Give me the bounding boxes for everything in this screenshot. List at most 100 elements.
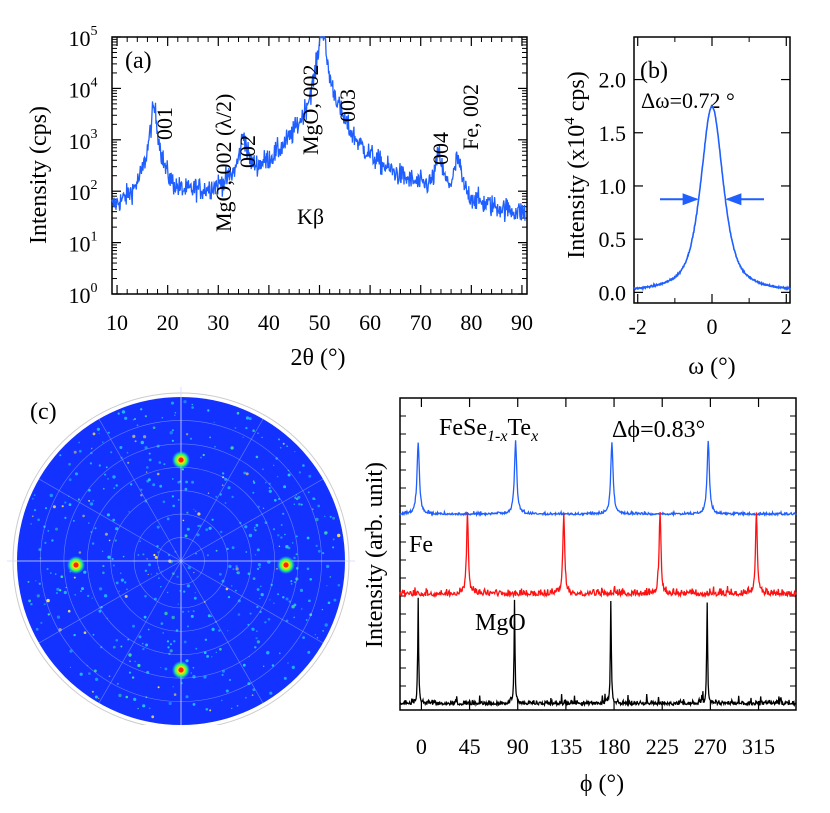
- polar-speckle: [279, 446, 282, 449]
- polar-speckle: [243, 471, 247, 475]
- polar-speckle: [64, 516, 67, 519]
- peak-annotation: Fe, 002: [458, 84, 483, 150]
- polar-speckle: [265, 481, 267, 484]
- polar-speckle: [31, 515, 34, 518]
- polar-speckle: [283, 485, 287, 489]
- polar-speckle: [153, 553, 156, 557]
- polar-speckle: [225, 689, 229, 693]
- polar-speckle: [172, 478, 174, 480]
- polar-speckle: [245, 696, 247, 699]
- polar-speckle: [322, 630, 324, 632]
- polar-speckle: [162, 632, 164, 634]
- polar-speckle: [169, 431, 173, 435]
- polar-speckle: [252, 491, 255, 494]
- polar-speckle: [269, 691, 273, 695]
- polar-speckle: [298, 502, 301, 506]
- polar-speckle: [132, 434, 136, 438]
- polar-speckle: [147, 628, 150, 631]
- polar-speckle: [317, 504, 321, 508]
- polar-speckle: [259, 597, 261, 600]
- polar-speckle: [111, 557, 114, 561]
- polar-speckle: [294, 451, 296, 453]
- polar-pole-spot-core: [73, 562, 79, 568]
- polar-speckle: [63, 590, 67, 595]
- polar-speckle: [256, 548, 260, 552]
- polar-speckle: [87, 594, 90, 598]
- polar-speckle: [209, 436, 212, 439]
- polar-speckle: [247, 623, 250, 626]
- polar-speckle: [218, 629, 221, 632]
- peak-annotation: MgO, 002: [298, 65, 323, 155]
- polar-speckle: [182, 519, 185, 522]
- polar-speckle: [259, 566, 261, 569]
- polar-speckle: [81, 587, 84, 591]
- y-tick-label: 1.5: [599, 121, 627, 146]
- polar-speckle: [101, 550, 104, 552]
- polar-speckle: [224, 477, 228, 481]
- polar-speckle: [236, 411, 240, 415]
- polar-speckle: [128, 671, 132, 674]
- polar-speckle: [256, 605, 259, 609]
- polar-speckle: [302, 636, 305, 639]
- polar-speckle: [231, 495, 234, 499]
- polar-speckle: [267, 618, 271, 621]
- polar-speckle: [291, 605, 295, 609]
- polar-speckle: [237, 613, 241, 616]
- polar-speckle: [274, 499, 277, 502]
- polar-speckle: [64, 501, 67, 504]
- polar-speckle: [146, 466, 149, 469]
- phi-scan-chart: Intensity (arb. unit) ϕ (°) Δϕ=0.83° FeS…: [362, 397, 797, 797]
- polar-speckle: [193, 571, 195, 574]
- polar-speckle: [220, 530, 223, 534]
- polar-speckle: [140, 494, 143, 497]
- polar-speckle: [128, 511, 130, 513]
- polar-speckle: [277, 534, 280, 537]
- polar-speckle: [280, 524, 283, 526]
- polar-speckle: [171, 429, 174, 432]
- polar-speckle: [136, 424, 139, 427]
- polar-speckle: [142, 704, 146, 708]
- polar-speckle: [183, 640, 187, 644]
- polar-speckle: [161, 416, 164, 419]
- polar-speckle: [88, 672, 91, 675]
- x-tick-label: 30: [207, 310, 229, 335]
- polar-speckle: [214, 445, 216, 448]
- polar-speckle: [307, 491, 310, 494]
- polar-speckle: [276, 475, 279, 478]
- polar-speckle: [145, 471, 148, 473]
- x-tick-label: 40: [258, 310, 280, 335]
- polar-speckle: [68, 462, 71, 466]
- polar-speckle: [230, 585, 233, 587]
- polar-speckle: [127, 638, 130, 641]
- polar-speckle: [183, 590, 186, 593]
- polar-speckle: [184, 487, 188, 491]
- polar-speckle: [264, 621, 267, 624]
- polar-speckle: [108, 539, 111, 542]
- polar-speckle: [138, 635, 142, 639]
- polar-speckle: [184, 534, 188, 538]
- polar-speckle: [179, 590, 181, 592]
- polar-speckle: [257, 432, 259, 434]
- peak-annotation: MgO, 002 (λ/2): [211, 94, 236, 232]
- polar-speckle: [120, 578, 124, 582]
- polar-speckle: [278, 497, 281, 501]
- polar-speckle: [56, 587, 60, 591]
- polar-speckle: [193, 508, 195, 511]
- polar-speckle: [245, 551, 248, 553]
- polar-speckle: [134, 440, 137, 443]
- polar-speckle: [78, 441, 80, 444]
- polar-speckle: [206, 655, 210, 658]
- phi-frame: [399, 397, 797, 711]
- polar-speckle: [78, 449, 82, 453]
- polar-speckle: [211, 518, 214, 521]
- polar-speckle: [256, 567, 260, 571]
- polar-speckle: [151, 715, 155, 719]
- y-tick-label: 101: [69, 230, 98, 257]
- polar-speckle: [106, 513, 110, 517]
- polar-speckle: [115, 639, 119, 642]
- polar-speckle: [112, 518, 116, 522]
- polar-speckle: [248, 417, 252, 421]
- polar-speckle: [73, 576, 76, 579]
- polar-speckle: [227, 630, 229, 632]
- polar-speckle: [121, 410, 126, 414]
